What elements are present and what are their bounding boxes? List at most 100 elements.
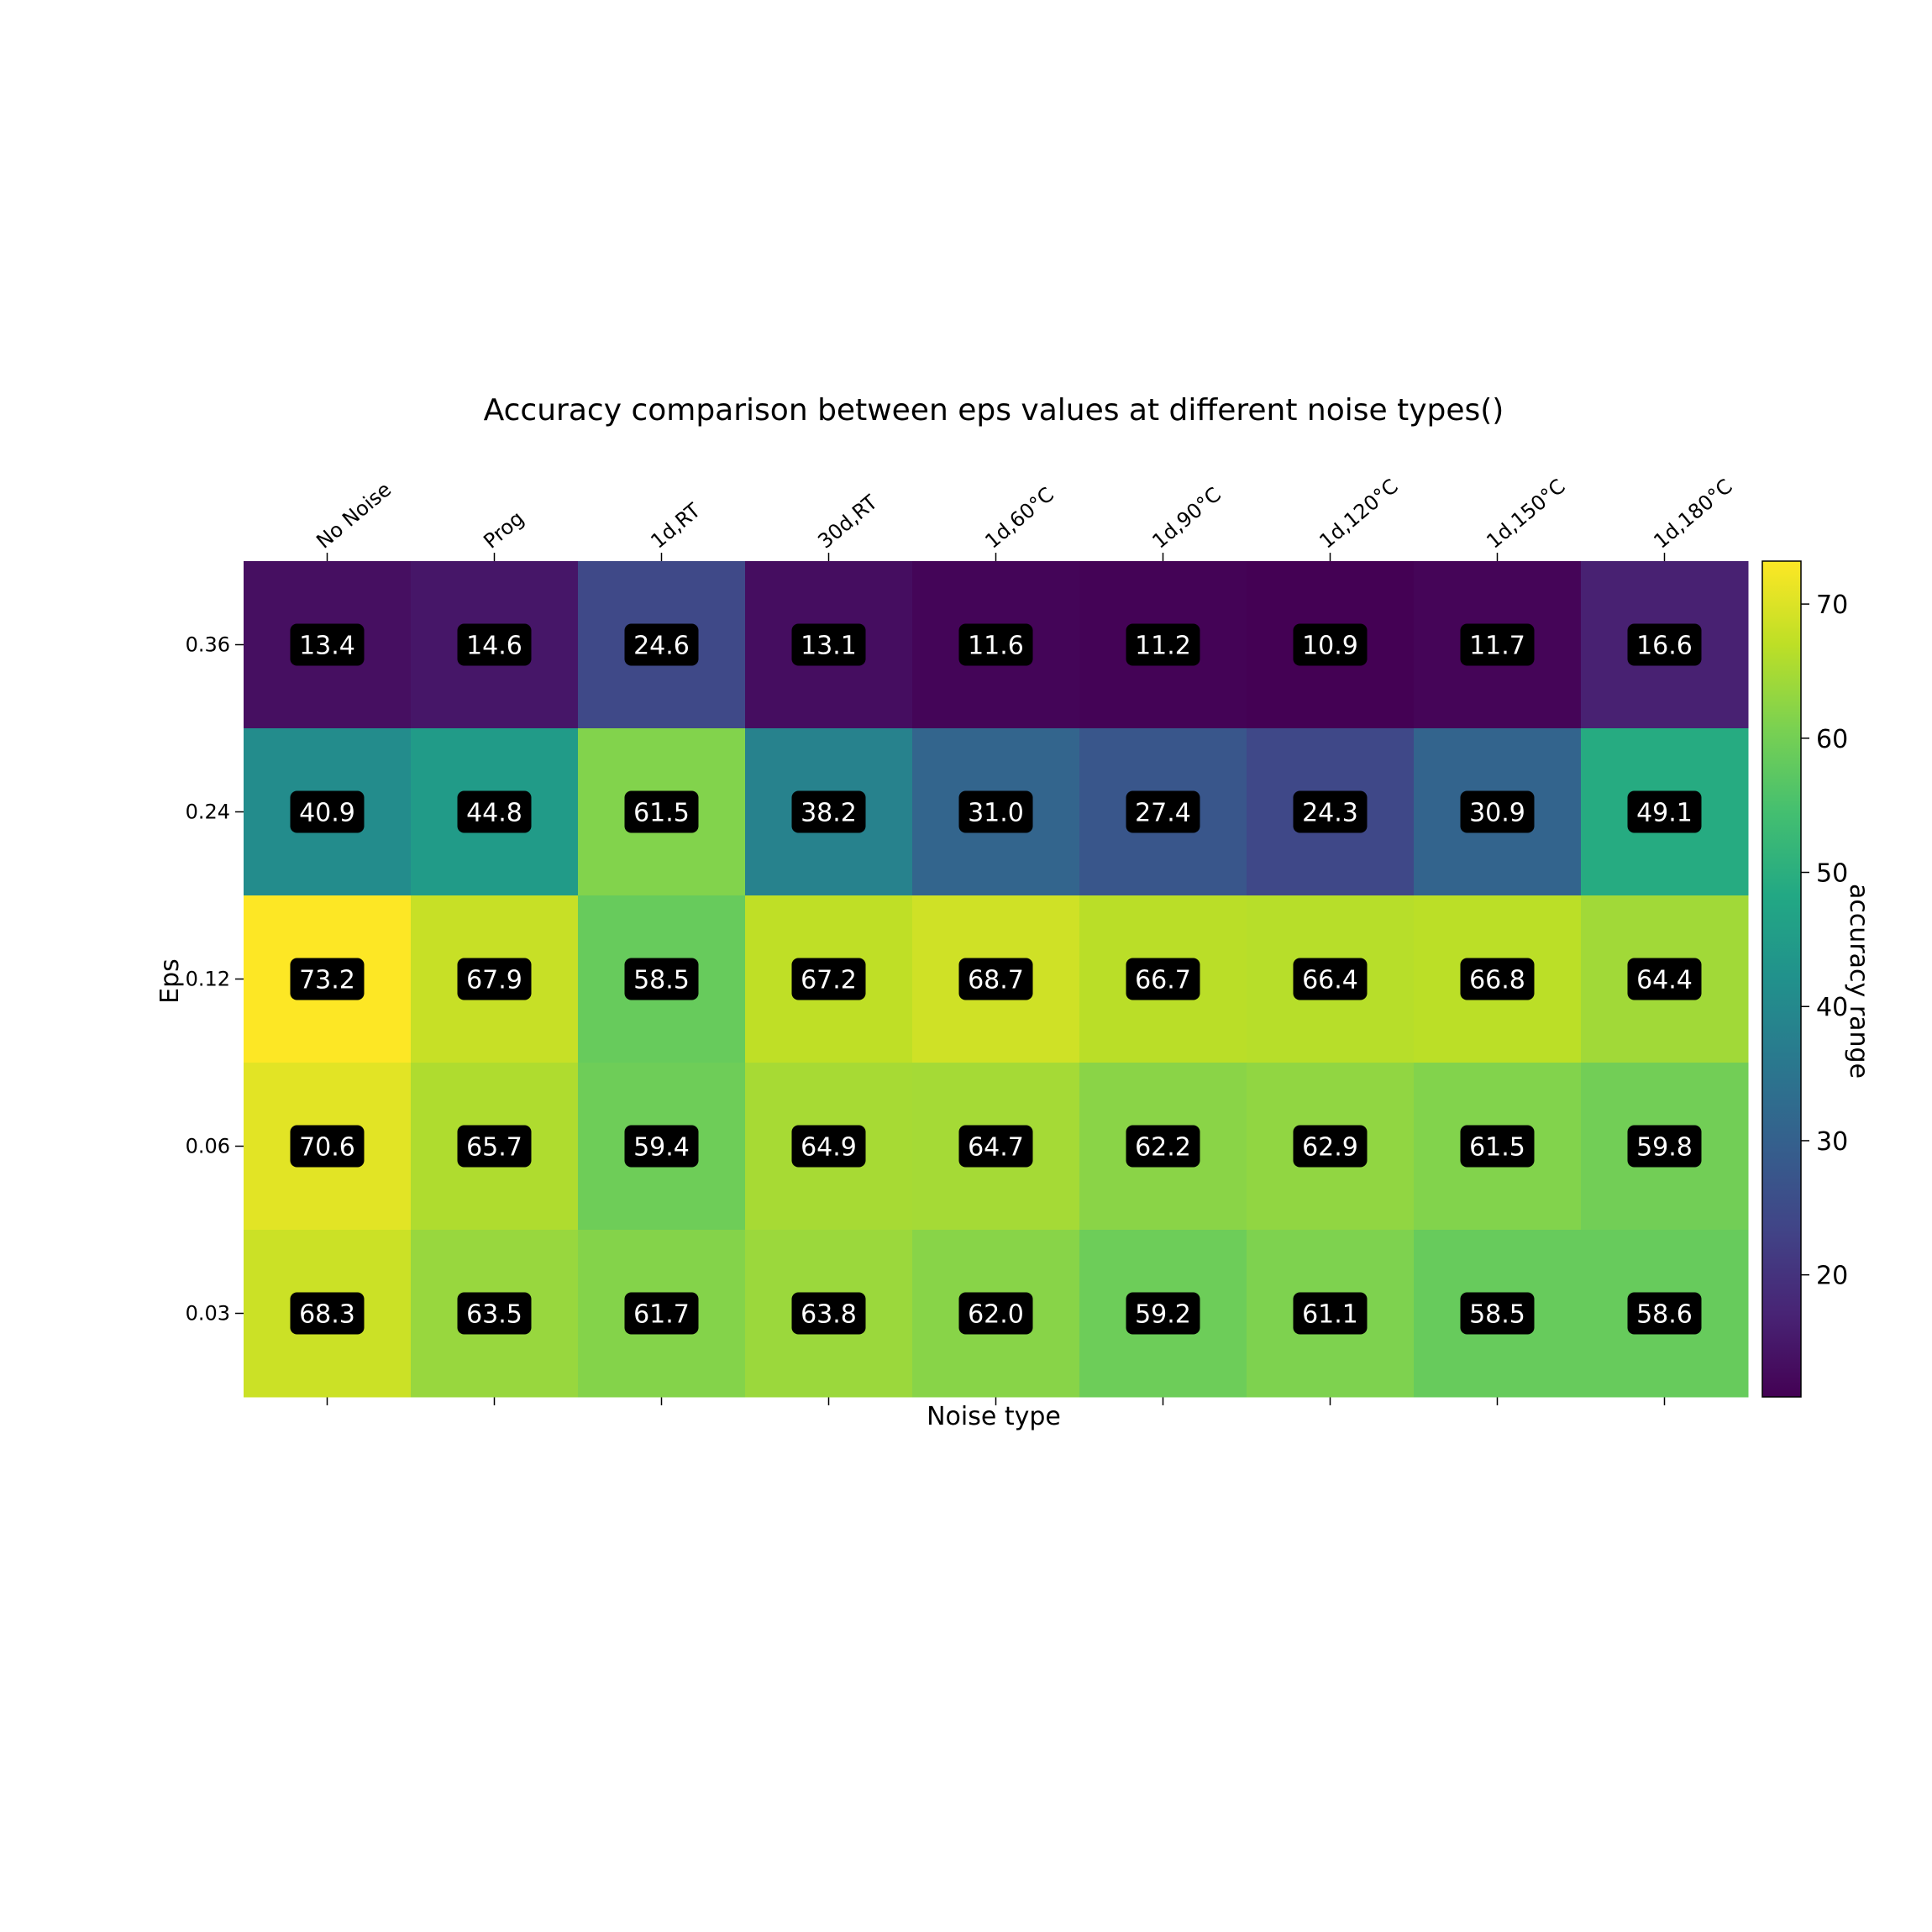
cell-label-box (624, 958, 699, 1000)
cell-label-box (1293, 623, 1368, 666)
cell-value-label: 27.4 (1135, 799, 1191, 828)
cell-value-label: 59.4 (633, 1133, 690, 1163)
cell-value-label: 66.7 (1135, 966, 1191, 995)
cell-label-box (457, 1292, 532, 1335)
x-tick-label: 1d,RT (646, 498, 705, 553)
cell-value-label: 67.2 (801, 966, 857, 995)
cell-label-box (1627, 1125, 1702, 1168)
cell-value-label: 14.6 (466, 632, 522, 661)
x-tick-label: No Noise (312, 477, 396, 553)
cell-value-label: 61.7 (633, 1300, 690, 1330)
x-tick-label: Prog (479, 507, 528, 554)
cell-value-label: 62.9 (1302, 1133, 1358, 1163)
cell-value-label: 31.0 (968, 799, 1024, 828)
cell-value-label: 24.3 (1302, 799, 1358, 828)
colorbar-label: accuracy range (1844, 884, 1873, 1079)
y-tick-label: 0.03 (186, 1302, 230, 1326)
cell-value-label: 73.2 (299, 966, 355, 995)
x-axis-label: Noise type (927, 1402, 1061, 1431)
cell-label-box (1460, 623, 1535, 666)
cell-label-box (624, 790, 699, 833)
cell-value-label: 58.5 (633, 966, 690, 995)
cell-label-box (958, 958, 1033, 1000)
heatmap-cell-labels: 13.4 14.6 24.6 13.1 11.6 11.2 10.9 11.7 16.6 40.9… (290, 623, 1702, 1335)
cell-value-label: 59.2 (1135, 1300, 1191, 1330)
cell-value-label: 58.5 (1469, 1300, 1525, 1330)
cell-value-label: 44.8 (466, 799, 522, 828)
cell-label-box (290, 790, 365, 833)
x-tick-label: 1d,150°C (1482, 475, 1569, 554)
cell-label-box (457, 958, 532, 1000)
cell-value-label: 66.8 (1469, 966, 1525, 995)
cell-value-label: 67.9 (466, 966, 522, 995)
cell-value-label: 13.1 (801, 632, 857, 661)
cell-label-box (457, 1125, 532, 1168)
cell-value-label: 63.5 (466, 1300, 522, 1330)
cell-value-label: 11.2 (1135, 632, 1191, 661)
cell-label-box (1126, 623, 1200, 666)
cell-value-label: 64.7 (968, 1133, 1024, 1163)
y-tick-label: 0.06 (186, 1135, 230, 1158)
cell-label-box (1460, 1125, 1535, 1168)
chart-title: Accuracy comparison between eps values a… (484, 393, 1504, 428)
colorbar-gradient (1761, 560, 1802, 1398)
x-tick-label: 1d,120°C (1315, 475, 1402, 554)
y-tick-label: 0.24 (186, 801, 230, 824)
cell-label-box (1627, 1292, 1702, 1335)
cell-label-box (1126, 790, 1200, 833)
cell-label-box (791, 790, 866, 833)
cell-label-box (290, 1125, 365, 1168)
cell-value-label: 11.7 (1469, 632, 1525, 661)
colorbar-tick-label: 60 (1816, 725, 1848, 754)
cell-label-box (1293, 1292, 1368, 1335)
cell-value-label: 63.8 (801, 1300, 857, 1330)
cell-label-box (1293, 958, 1368, 1000)
cell-value-label: 59.8 (1636, 1133, 1693, 1163)
cell-value-label: 24.6 (633, 632, 690, 661)
colorbar: 20 30 40 50 60 70 (1761, 560, 1848, 1398)
colorbar-tick-label: 20 (1816, 1262, 1848, 1291)
cell-label-box (791, 958, 866, 1000)
cell-value-label: 61.1 (1302, 1300, 1358, 1330)
cell-label-box (791, 623, 866, 666)
cell-label-box (624, 623, 699, 666)
cell-label-box (290, 623, 365, 666)
cell-value-label: 11.6 (968, 632, 1024, 661)
cell-label-box (1126, 1292, 1200, 1335)
cell-label-box (1126, 958, 1200, 1000)
colorbar-tick-label: 70 (1816, 591, 1848, 620)
y-axis-ticks: 0.36 0.24 0.12 0.06 0.03 (186, 633, 244, 1326)
cell-value-label: 10.9 (1302, 632, 1358, 661)
cell-label-box (290, 1292, 365, 1335)
cell-value-label: 13.4 (299, 632, 355, 661)
cell-value-label: 62.0 (968, 1300, 1024, 1330)
cell-value-label: 64.4 (1636, 966, 1693, 995)
cell-value-label: 65.7 (466, 1133, 522, 1163)
y-tick-label: 0.12 (186, 968, 230, 991)
cell-value-label: 58.6 (1636, 1300, 1693, 1330)
cell-value-label: 66.4 (1302, 966, 1358, 995)
cell-label-box (958, 1125, 1033, 1168)
cell-value-label: 61.5 (1469, 1133, 1525, 1163)
cell-label-box (791, 1125, 866, 1168)
x-tick-label: 1d,180°C (1649, 475, 1736, 554)
cell-label-box (1460, 958, 1535, 1000)
cell-label-box (791, 1292, 866, 1335)
cell-label-box (1126, 1125, 1200, 1168)
cell-value-label: 40.9 (299, 799, 355, 828)
cell-label-box (958, 623, 1033, 666)
x-tick-label: 1d,60°C (980, 483, 1058, 554)
cell-value-label: 49.1 (1636, 799, 1693, 828)
y-tick-label: 0.36 (186, 633, 230, 657)
cell-label-box (958, 790, 1033, 833)
colorbar-tick-label: 40 (1816, 993, 1848, 1022)
y-axis-label: Eps (155, 958, 185, 1004)
cell-label-box (1627, 958, 1702, 1000)
cell-value-label: 38.2 (801, 799, 857, 828)
cell-label-box (290, 958, 365, 1000)
colorbar-tick-label: 30 (1816, 1127, 1848, 1157)
cell-label-box (958, 1292, 1033, 1335)
cell-label-box (457, 623, 532, 666)
x-tick-label: 30d,RT (813, 491, 882, 554)
